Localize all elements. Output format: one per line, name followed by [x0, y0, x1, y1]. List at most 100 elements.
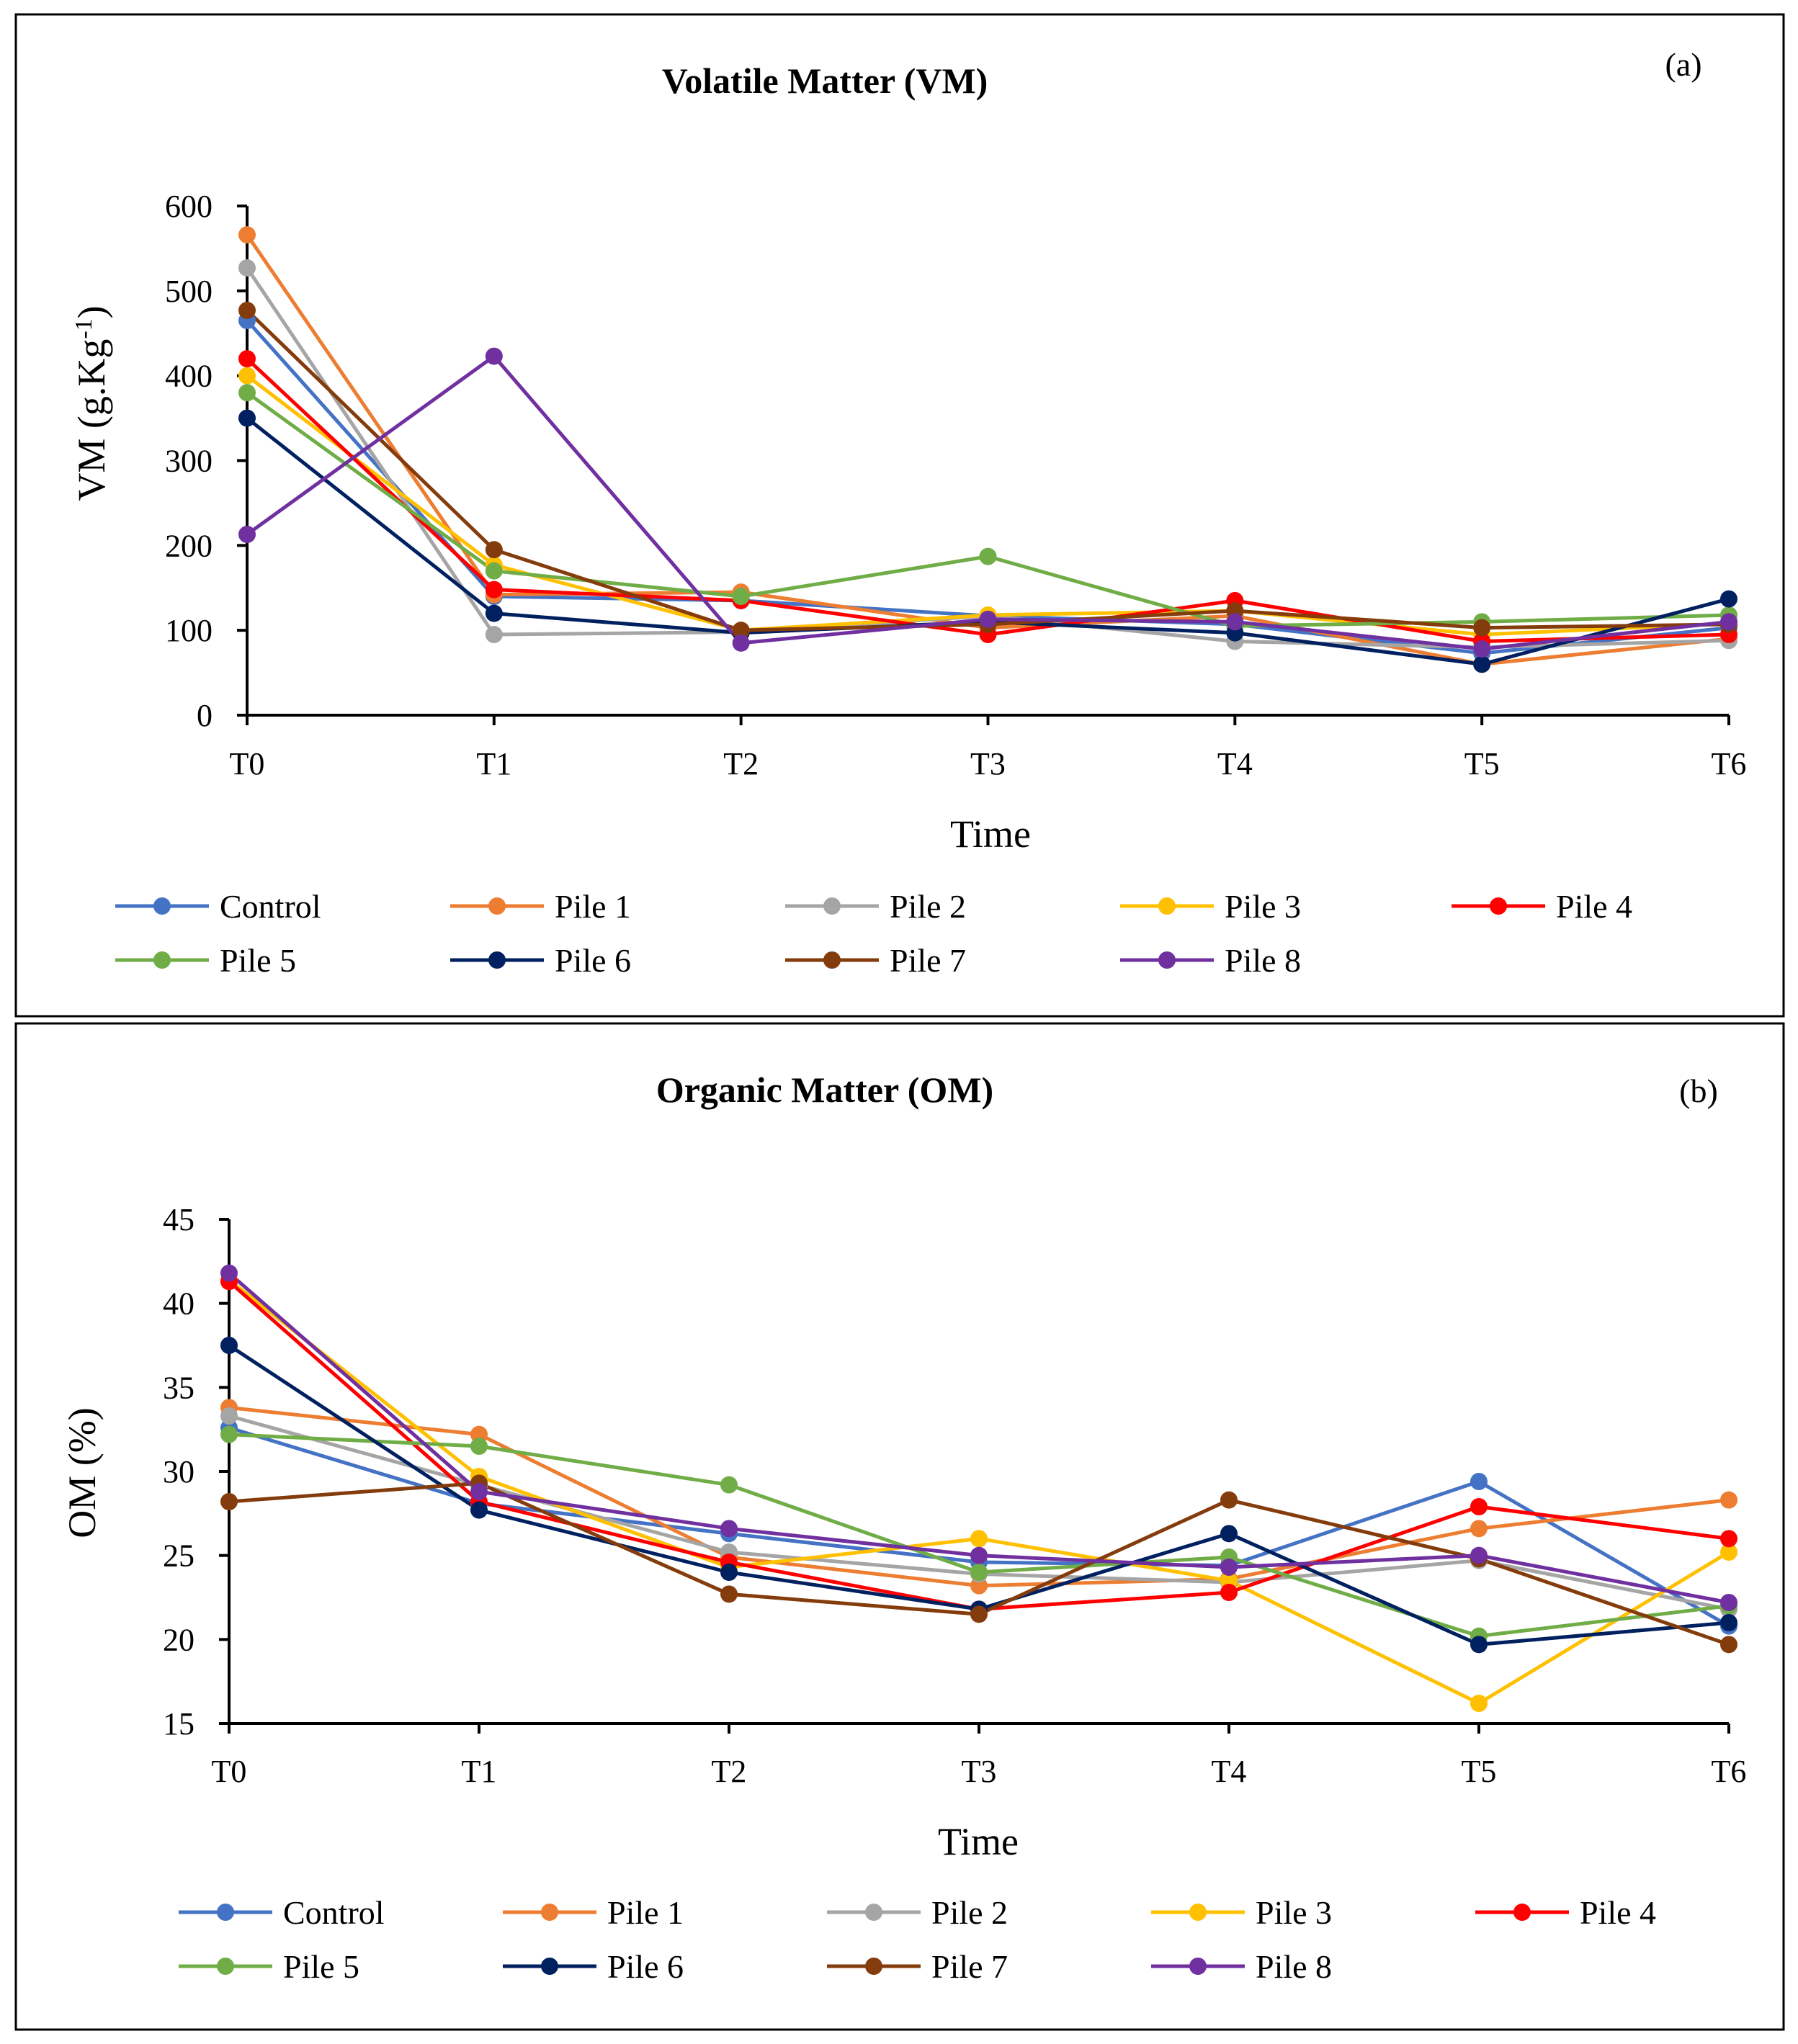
panel-a-x-tick-label: T1	[476, 746, 511, 781]
panel-a-x-tick-label: T0	[230, 746, 265, 781]
panel-b-border	[14, 1022, 1785, 2031]
panel-b-x-tick-label: T3	[962, 1754, 997, 1789]
panel-b-point-pile-7	[1720, 1636, 1737, 1654]
panel-a-legend-marker-pile-7	[823, 951, 841, 969]
panel-a-point-pile-5	[238, 384, 256, 402]
panel-b-point-control	[1470, 1473, 1488, 1490]
panel-b-legend-marker-pile-6	[541, 1958, 558, 1975]
panel-b-legend-marker-pile-2	[865, 1904, 882, 1921]
panel-a-legend-label-pile-7: Pile 7	[890, 942, 966, 979]
panel-a-legend-marker-pile-1	[488, 897, 506, 915]
panel-b-point-pile-6	[1470, 1636, 1488, 1654]
panel-b-point-pile-1	[1470, 1520, 1488, 1538]
panel-b-legend-marker-pile-4	[1513, 1904, 1531, 1921]
panel-a-point-pile-2	[238, 259, 256, 277]
panel-a-y-tick-label: 400	[165, 359, 213, 394]
panel-b-point-pile-5	[470, 1438, 488, 1455]
panel-a-point-pile-6	[1473, 655, 1491, 673]
panel-b-legend-marker-pile-1	[541, 1904, 558, 1921]
panel-a-point-pile-6	[238, 409, 256, 427]
panel-a-point-pile-8	[1720, 613, 1737, 631]
panel-a-point-pile-5	[732, 588, 750, 606]
panel-b-x-tick-label: T5	[1462, 1754, 1497, 1789]
panel-a-point-pile-8	[979, 610, 997, 628]
panel-a-legend-label-control: Control	[220, 888, 321, 925]
panel-b-legend-label-pile-5: Pile 5	[283, 1948, 359, 1985]
panel-a-point-pile-7	[1473, 619, 1491, 637]
panel-a-x-tick-label: T2	[723, 746, 759, 781]
panel-a-series-line-pile-2	[245, 266, 1730, 650]
panel-b-point-pile-8	[1220, 1559, 1238, 1576]
panel-b-point-pile-6	[470, 1501, 488, 1519]
panel-b-point-pile-3	[1470, 1695, 1488, 1712]
panel-b-plot: 15 20 25 30 35 40 45 T0 T1 T2 T3 T4 T5 T6	[163, 1202, 1746, 1789]
panel-a-point-pile-8	[1226, 613, 1244, 631]
panel-b-legend-label-pile-1: Pile 1	[607, 1894, 684, 1931]
panel-b-point-pile-1	[1720, 1491, 1737, 1509]
panel-b-xlabel: Time	[938, 1820, 1019, 1863]
panel-a-point-pile-4	[238, 350, 256, 368]
panel-b-y-tick-label: 35	[163, 1370, 194, 1405]
panel-b-legend-label-pile-6: Pile 6	[607, 1948, 684, 1985]
panel-b-point-pile-7	[720, 1585, 738, 1603]
panel-b-label: (b)	[1679, 1072, 1718, 1109]
panel-a-point-pile-3	[238, 367, 256, 385]
panel-b-point-pile-6	[220, 1337, 238, 1354]
panel-b-point-pile-5	[970, 1564, 988, 1581]
panel-b-point-pile-4	[1720, 1530, 1737, 1548]
panel-b-point-pile-7	[1220, 1491, 1238, 1509]
panel-a-y-tick-label: 300	[165, 444, 213, 479]
panel-a-ylabel: VM (g.Kg-1)	[70, 305, 113, 501]
panel-b-point-pile-3	[1720, 1543, 1737, 1561]
panel-a-legend-marker-pile-8	[1158, 951, 1176, 969]
panel-a-point-pile-5	[979, 547, 997, 565]
panel-a-point-pile-1	[238, 226, 256, 244]
panel-a-title: Volatile Matter (VM)	[662, 60, 988, 101]
panel-b-legend-marker-pile-5	[217, 1958, 234, 1975]
panel-b-x-tick-label: T6	[1712, 1754, 1747, 1789]
panel-b-point-pile-3	[970, 1530, 988, 1548]
panel-a-legend-label-pile-1: Pile 1	[555, 888, 631, 925]
panel-a-legend-label-pile-3: Pile 3	[1225, 888, 1301, 925]
panel-a-x-tick-label: T4	[1217, 746, 1253, 781]
panel-a-point-pile-2	[485, 626, 503, 644]
panel-a-border	[14, 13, 1785, 1018]
panel-b-y-tick-label: 45	[163, 1202, 194, 1237]
panel-b-point-pile-4	[1470, 1498, 1488, 1515]
panel-a-point-pile-8	[1473, 640, 1491, 658]
panel-a-point-pile-5	[485, 562, 503, 580]
panel-a-series-line-pile-7	[246, 309, 1730, 632]
panel-a-point-pile-7	[485, 541, 503, 559]
panel-b-legend-marker-pile-8	[1189, 1958, 1207, 1975]
panel-b-y-tick-label: 40	[163, 1286, 194, 1322]
panel-b-y-tick-label: 30	[163, 1454, 194, 1489]
panel-a-legend-label-pile-8: Pile 8	[1225, 942, 1301, 979]
panel-a-legend-label-pile-4: Pile 4	[1556, 888, 1632, 925]
panel-a-legend-marker-pile-5	[153, 951, 171, 969]
panel-b-point-pile-6	[1720, 1614, 1737, 1631]
panel-b-legend-label-control: Control	[283, 1894, 385, 1931]
panel-a-ylabel-sup: -1	[71, 318, 97, 339]
panel-b-point-pile-8	[970, 1546, 988, 1564]
panel-b-point-pile-7	[220, 1493, 238, 1510]
panel-a-point-pile-7	[238, 301, 256, 319]
panel-a-series-line-pile-5	[246, 391, 1730, 628]
panel-b-point-pile-8	[1720, 1594, 1737, 1611]
panel-a-point-pile-8	[238, 526, 256, 544]
panel-a-point-pile-8	[732, 634, 750, 652]
panel-b-legend-label-pile-8: Pile 8	[1256, 1948, 1332, 1985]
panel-b-ylabel: OM (%)	[61, 1407, 104, 1538]
panel-a-y-tick-label: 600	[165, 189, 213, 224]
panel-a-x-tick-label: T3	[970, 746, 1006, 781]
panel-b-point-pile-8	[220, 1264, 238, 1282]
panel-a-x-tick-label: T6	[1712, 746, 1747, 781]
panel-b-point-pile-2	[220, 1407, 238, 1425]
panel-a-y-tick-label: 500	[165, 274, 213, 309]
panel-b-point-pile-5	[720, 1476, 738, 1494]
panel-b-y-tick-label: 25	[163, 1538, 194, 1574]
panel-b-legend-marker-pile-7	[865, 1958, 882, 1975]
panel-a-legend-label-pile-2: Pile 2	[890, 888, 966, 925]
panel-a-point-pile-6	[1720, 590, 1737, 608]
panel-b-point-pile-8	[720, 1520, 738, 1538]
